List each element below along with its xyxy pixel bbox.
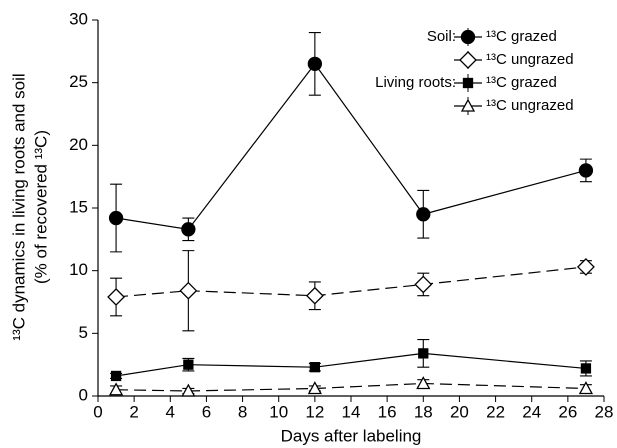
legend-marker — [460, 29, 476, 45]
data-point — [307, 381, 322, 395]
x-tick-label: 10 — [269, 402, 288, 421]
legend-marker — [459, 51, 477, 69]
data-point — [418, 348, 429, 359]
data-point — [179, 281, 198, 300]
data-point — [107, 288, 125, 306]
x-tick-label: 28 — [595, 402, 614, 421]
x-tick-label: 12 — [305, 402, 324, 421]
y-tick-label: 30 — [69, 9, 88, 28]
x-tick-label: 0 — [93, 402, 102, 421]
legend-marker — [460, 98, 476, 112]
data-point — [110, 370, 122, 382]
x-tick-label: 2 — [129, 402, 138, 421]
data-point — [416, 207, 431, 222]
x-axis-label: Days after labeling — [281, 426, 422, 445]
legend-label: ¹³C grazed — [486, 28, 557, 45]
data-point — [580, 363, 592, 374]
data-point — [181, 222, 196, 237]
data-point — [577, 257, 595, 276]
legend-label: ¹³C ungrazed — [486, 97, 574, 114]
y-axis-label: ¹³C dynamics in living roots and soil — [9, 73, 28, 340]
data-point — [108, 382, 124, 396]
legend-label: ¹³C ungrazed — [486, 51, 574, 68]
y-tick-label: 20 — [69, 135, 88, 154]
y-tick-label: 10 — [69, 260, 88, 279]
data-point — [183, 359, 194, 370]
legend-label: ¹³C grazed — [486, 74, 557, 91]
x-tick-label: 4 — [166, 402, 175, 421]
data-point — [307, 56, 323, 72]
legend-group-label: Soil: — [427, 28, 456, 45]
x-tick-label: 22 — [486, 402, 505, 421]
data-point — [416, 376, 431, 390]
data-point — [414, 275, 433, 294]
y-tick-label: 5 — [79, 323, 88, 342]
data-point — [181, 383, 196, 397]
legend-marker — [462, 77, 474, 89]
x-tick-label: 18 — [414, 402, 433, 421]
x-tick-label: 26 — [558, 402, 577, 421]
data-point — [305, 286, 324, 305]
legend-group-label: Living roots: — [375, 74, 456, 91]
y-tick-label: 15 — [69, 197, 88, 216]
x-tick-label: 24 — [522, 402, 541, 421]
data-point — [578, 163, 594, 178]
data-point — [108, 210, 124, 226]
x-tick-label: 6 — [202, 402, 211, 421]
x-tick-label: 16 — [378, 402, 397, 421]
data-point — [309, 362, 321, 373]
x-tick-label: 8 — [238, 402, 247, 421]
x-tick-label: 20 — [450, 402, 469, 421]
data-point — [578, 381, 594, 395]
y-axis-label: (% of recovered ¹³C) — [31, 130, 50, 284]
x-tick-label: 14 — [342, 402, 361, 421]
y-tick-label: 25 — [69, 72, 88, 91]
y-tick-label: 0 — [79, 385, 88, 404]
